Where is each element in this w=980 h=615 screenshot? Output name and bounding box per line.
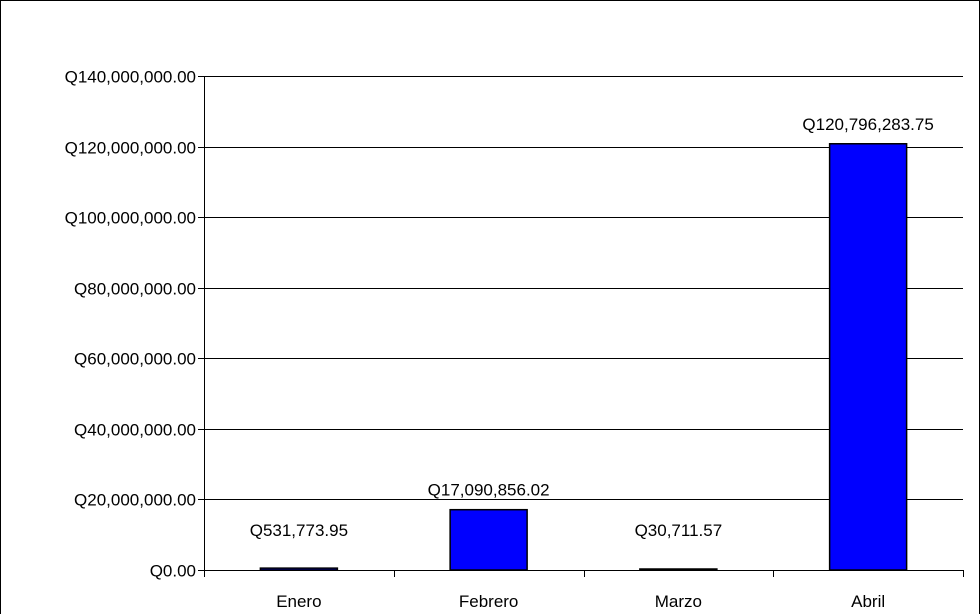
data-label: Q30,711.57 [635,521,723,540]
data-label: Q17,090,856.02 [428,481,550,500]
bar-enero [259,567,339,571]
data-label: Q531,773.95 [250,521,348,540]
y-tick-label: Q80,000,000.00 [74,280,196,299]
y-tick-label: Q60,000,000.00 [74,350,196,369]
y-tick-label: Q40,000,000.00 [74,421,196,440]
x-tick-label: Abril [851,592,885,611]
y-tick-label: Q100,000,000.00 [65,209,196,228]
x-tick-label: Enero [276,592,321,611]
axes [198,76,964,577]
bar-abril [828,143,908,571]
x-tick-label: Febrero [459,592,519,611]
y-tick-label: Q20,000,000.00 [74,491,196,510]
gridlines [204,76,963,500]
bar-marzo [639,568,718,571]
x-tick-label: Marzo [655,592,702,611]
labels: Q0.00 Q20,000,000.00 Q40,000,000.00 Q60,000… [65,68,934,612]
data-label: Q120,796,283.75 [802,115,933,134]
bars [259,143,908,571]
y-tick-label: Q120,000,000.00 [65,139,196,158]
bar-febrero [449,508,528,571]
y-tick-label: Q140,000,000.00 [65,68,196,87]
y-tick-label: Q0.00 [150,562,196,581]
